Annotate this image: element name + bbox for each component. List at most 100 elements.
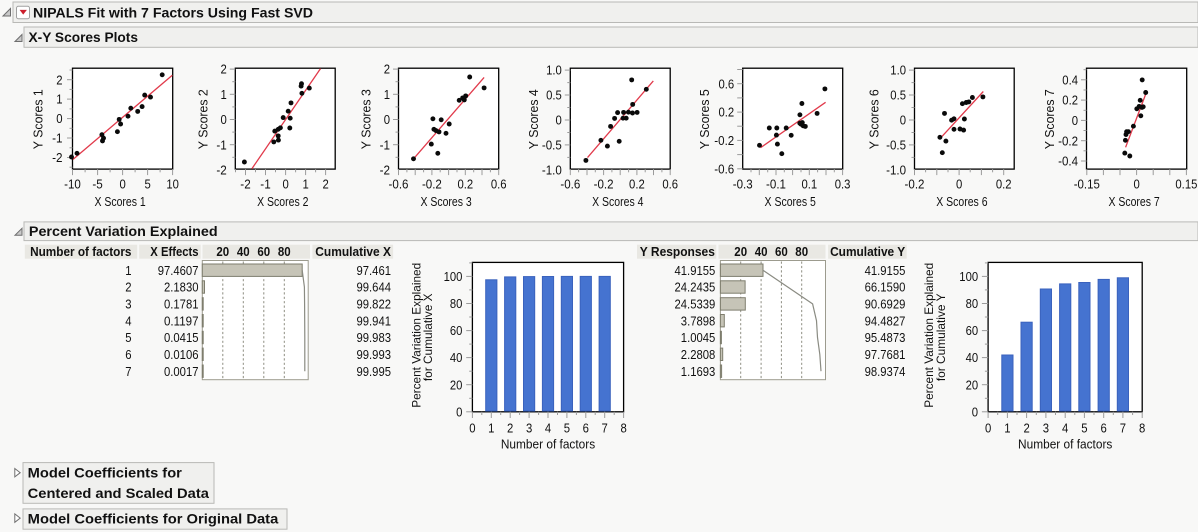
svg-text:8: 8 [1139, 421, 1145, 435]
svg-text:Y Scores 1: Y Scores 1 [32, 89, 46, 149]
svg-text:-10: -10 [64, 177, 81, 191]
svg-text:41.9155: 41.9155 [675, 264, 716, 278]
svg-text:0: 0 [985, 421, 991, 435]
svg-text:X Scores 7: X Scores 7 [1108, 195, 1159, 209]
svg-text:40: 40 [450, 351, 463, 365]
svg-text:-1: -1 [260, 177, 270, 191]
svg-text:NIPALS Fit with 7 Factors Usin: NIPALS Fit with 7 Factors Using Fast SVD [33, 5, 313, 20]
svg-text:Number of factors: Number of factors [30, 244, 131, 259]
svg-text:6: 6 [583, 421, 589, 435]
svg-text:-0.6: -0.6 [714, 162, 734, 176]
svg-text:20: 20 [216, 244, 229, 259]
svg-text:0.6: 0.6 [662, 177, 678, 191]
svg-text:Model Coefficients for Origina: Model Coefficients for Original Data [28, 511, 279, 526]
svg-text:0: 0 [221, 113, 227, 127]
svg-text:94.4827: 94.4827 [865, 314, 906, 328]
svg-text:7: 7 [1120, 421, 1126, 435]
svg-text:100: 100 [444, 270, 463, 284]
svg-text:-0.4: -0.4 [1058, 155, 1078, 169]
svg-text:X Scores 6: X Scores 6 [936, 195, 987, 209]
svg-text:Y Scores 2: Y Scores 2 [197, 89, 211, 149]
svg-text:6: 6 [125, 348, 131, 362]
svg-text:Y Scores 4: Y Scores 4 [527, 89, 541, 149]
svg-text:1.0: 1.0 [546, 64, 562, 78]
svg-text:-0.5: -0.5 [886, 139, 906, 153]
svg-text:1.0: 1.0 [890, 64, 906, 78]
svg-text:5: 5 [564, 421, 570, 435]
svg-text:3: 3 [125, 298, 131, 312]
svg-text:0.2: 0.2 [719, 106, 735, 120]
svg-text:40: 40 [755, 244, 768, 259]
svg-text:0.2: 0.2 [996, 177, 1012, 191]
svg-text:20: 20 [450, 378, 463, 392]
svg-text:Cumulative Y: Cumulative Y [830, 244, 905, 259]
svg-text:24.5339: 24.5339 [675, 298, 716, 312]
svg-text:0: 0 [956, 177, 962, 191]
svg-text:2: 2 [507, 421, 513, 435]
svg-text:10: 10 [166, 177, 179, 191]
svg-text:2: 2 [221, 63, 227, 77]
svg-text:99.993: 99.993 [357, 348, 392, 362]
svg-text:Centered and Scaled Data: Centered and Scaled Data [28, 486, 210, 501]
svg-text:Y Scores 5: Y Scores 5 [698, 89, 712, 149]
svg-text:1: 1 [488, 421, 494, 435]
svg-text:0.6: 0.6 [719, 77, 735, 91]
svg-text:80: 80 [795, 244, 808, 259]
svg-text:X Scores 2: X Scores 2 [257, 195, 308, 209]
svg-text:0.15: 0.15 [1175, 177, 1197, 191]
svg-text:-0.2: -0.2 [714, 134, 734, 148]
svg-text:2: 2 [322, 177, 328, 191]
svg-text:60: 60 [257, 244, 270, 259]
svg-text:-2: -2 [380, 164, 390, 178]
svg-text:-0.6: -0.6 [560, 177, 580, 191]
svg-text:Y Scores 3: Y Scores 3 [360, 89, 374, 149]
svg-text:-0.2: -0.2 [422, 177, 442, 191]
svg-text:4: 4 [545, 421, 551, 435]
svg-text:0.3: 0.3 [835, 177, 851, 191]
svg-text:2.1830: 2.1830 [164, 281, 199, 295]
svg-text:60: 60 [775, 244, 788, 259]
svg-text:-1.0: -1.0 [542, 164, 562, 178]
svg-text:-0.2: -0.2 [1058, 134, 1078, 148]
svg-text:-0.3: -0.3 [733, 177, 753, 191]
svg-text:66.1590: 66.1590 [865, 281, 906, 295]
svg-text:-2: -2 [52, 151, 62, 165]
svg-text:2: 2 [56, 73, 62, 87]
svg-text:0.1: 0.1 [801, 177, 817, 191]
svg-text:-0.15: -0.15 [1074, 177, 1100, 191]
svg-text:80: 80 [450, 297, 463, 311]
svg-text:for Cumulative X: for Cumulative X [422, 293, 435, 381]
svg-text:0: 0 [556, 114, 562, 128]
svg-text:95.4873: 95.4873 [865, 331, 906, 345]
svg-text:1.1693: 1.1693 [681, 365, 716, 379]
svg-text:0: 0 [56, 112, 62, 126]
svg-text:0: 0 [119, 177, 125, 191]
svg-text:2: 2 [1023, 421, 1029, 435]
svg-text:1: 1 [221, 88, 227, 102]
svg-text:-1: -1 [52, 132, 62, 146]
svg-text:0.5: 0.5 [546, 89, 562, 103]
svg-text:0.6: 0.6 [491, 177, 507, 191]
svg-text:0.2: 0.2 [629, 177, 645, 191]
svg-text:20: 20 [734, 244, 747, 259]
svg-text:99.983: 99.983 [357, 331, 392, 345]
svg-text:7: 7 [125, 365, 131, 379]
svg-text:99.644: 99.644 [357, 281, 392, 295]
svg-text:for Cumulative Y: for Cumulative Y [935, 293, 948, 381]
svg-text:99.941: 99.941 [357, 314, 392, 328]
svg-text:-2: -2 [240, 177, 250, 191]
svg-text:99.822: 99.822 [357, 298, 392, 312]
svg-text:1: 1 [302, 177, 308, 191]
svg-text:4: 4 [1062, 421, 1068, 435]
svg-text:0.2: 0.2 [1062, 94, 1078, 108]
svg-text:40: 40 [237, 244, 250, 259]
svg-text:97.7681: 97.7681 [865, 348, 906, 362]
svg-text:98.9374: 98.9374 [865, 365, 906, 379]
svg-text:X Scores 5: X Scores 5 [765, 195, 816, 209]
svg-text:0: 0 [1072, 114, 1078, 128]
svg-text:-0.6: -0.6 [389, 177, 409, 191]
svg-text:Percent Variation Explained: Percent Variation Explained [411, 263, 424, 408]
svg-text:60: 60 [966, 324, 979, 338]
svg-text:0: 0 [972, 405, 978, 419]
svg-text:X Effects: X Effects [150, 244, 198, 259]
